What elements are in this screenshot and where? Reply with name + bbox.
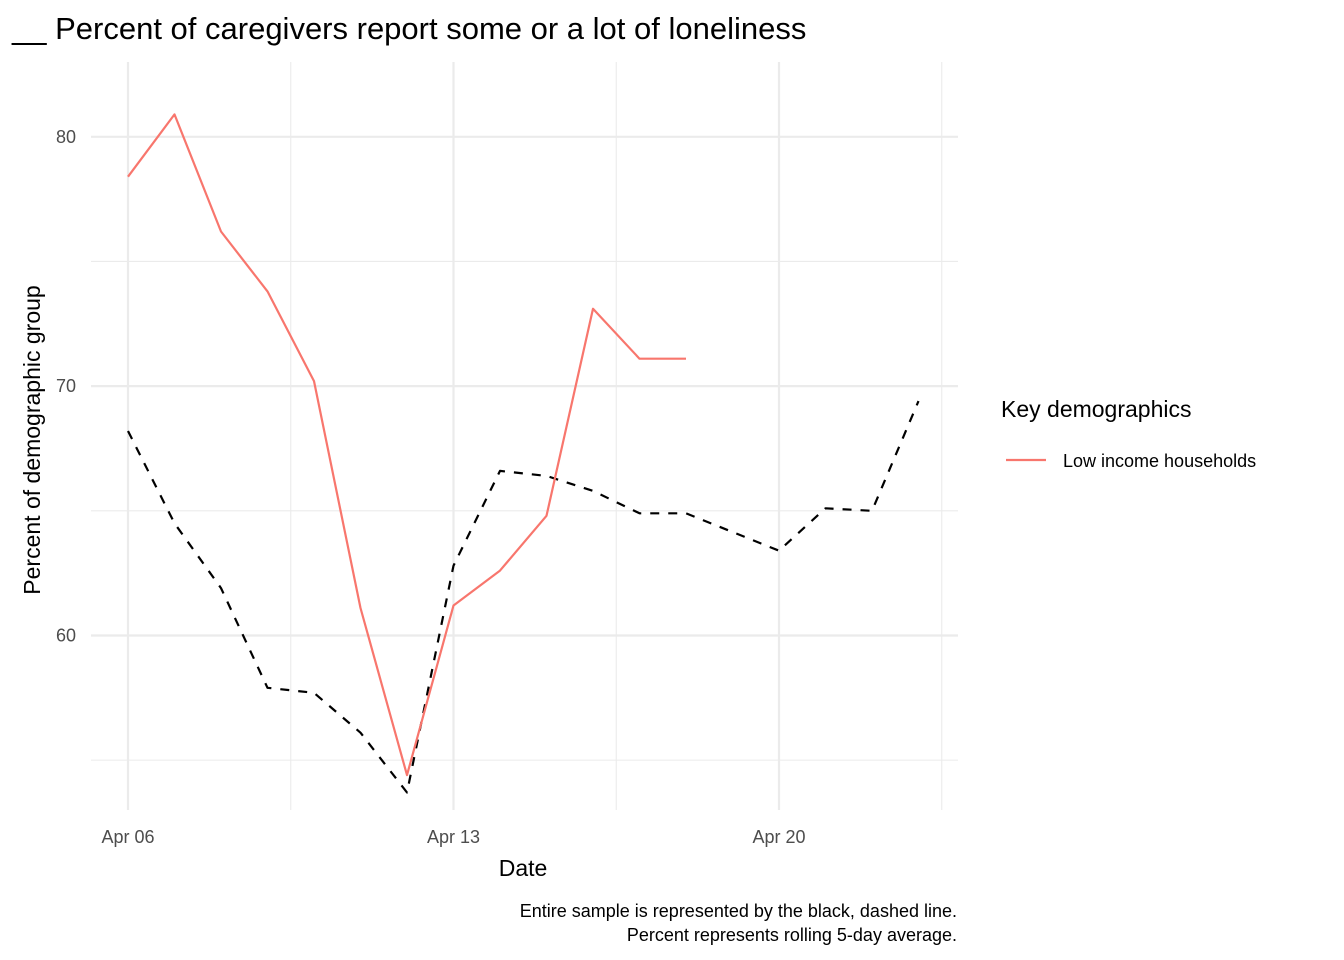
series-layer [127, 113, 920, 794]
y-tick-label: 60 [56, 625, 76, 645]
chart-title: __ Percent of caregivers report some or … [11, 11, 806, 46]
caption-line-1: Entire sample is represented by the blac… [520, 901, 957, 921]
series-line-entire-sample [127, 400, 920, 794]
y-axis-tick-labels: 60 70 80 [56, 127, 76, 646]
x-tick-label: Apr 20 [752, 827, 805, 847]
x-axis-tick-labels: Apr 06 Apr 13 Apr 20 [101, 827, 805, 847]
x-tick-label: Apr 06 [101, 827, 154, 847]
legend: Key demographics Low income households [1001, 396, 1256, 471]
gridlines [91, 62, 958, 810]
y-tick-label: 70 [56, 376, 76, 396]
series-line-low-income [127, 113, 686, 777]
y-tick-label: 80 [56, 127, 76, 147]
y-axis-title: Percent of demographic group [19, 285, 45, 594]
caption-line-2: Percent represents rolling 5-day average… [627, 925, 957, 945]
x-tick-label: Apr 13 [427, 827, 480, 847]
x-axis-title: Date [499, 855, 548, 881]
legend-title: Key demographics [1001, 396, 1192, 422]
legend-label-low-income: Low income households [1063, 451, 1256, 471]
